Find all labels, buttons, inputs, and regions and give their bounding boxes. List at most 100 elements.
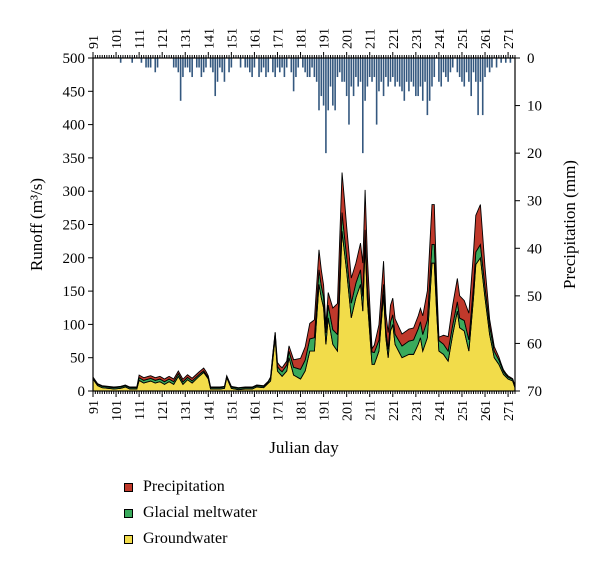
legend-label-precipitation: Precipitation: [143, 478, 225, 495]
precip-bar-day-190: [320, 58, 323, 97]
precip-bar-day-133: [189, 58, 191, 73]
x-tick-label-top: 211: [364, 29, 379, 49]
x-tick-label-bottom: 141: [202, 400, 217, 421]
y-tick-label-left: 350: [63, 151, 86, 167]
precip-bar-day-222: [394, 58, 396, 87]
precip-bar-day-216: [380, 58, 383, 82]
precip-bar-day-118: [154, 58, 157, 73]
x-tick-label-top: 91: [87, 35, 102, 49]
legend-item-groundwater: Groundwater: [124, 526, 257, 552]
precip-bar-day-163: [258, 58, 260, 78]
x-tick-label-top: 181: [295, 28, 310, 49]
precip-bar-day-204: [352, 58, 355, 97]
precip-bar-day-193: [327, 58, 330, 111]
x-tick-label-bottom: 241: [433, 400, 448, 421]
precip-bar-day-260: [481, 58, 484, 116]
precip-bar-day-227: [405, 58, 408, 82]
precip-bar-day-245: [447, 58, 449, 82]
precip-bar-day-183: [304, 58, 306, 73]
x-tick-label-bottom: 91: [87, 400, 102, 414]
x-tick-label-top: 231: [410, 28, 425, 49]
precip-bar-day-150: [228, 58, 230, 73]
precip-bar-day-139: [202, 58, 205, 73]
x-tick-label-top: 101: [110, 28, 125, 49]
precip-bar-day-228: [408, 58, 410, 92]
legend-label-glacial-meltwater: Glacial meltwater: [143, 504, 258, 521]
precip-bar-day-147: [221, 58, 223, 73]
precip-bar-day-224: [398, 58, 401, 87]
precip-bar-day-184: [306, 58, 309, 78]
precip-bar-day-155: [239, 58, 242, 68]
precip-bar-day-195: [332, 58, 334, 106]
precip-bar-day-182: [302, 58, 304, 68]
x-tick-label-top: 261: [479, 28, 494, 49]
precip-bar-day-203: [350, 58, 353, 87]
precip-bar-day-112: [140, 58, 143, 63]
x-tick-label-bottom: 191: [318, 400, 333, 421]
y-tick-label-left: 200: [63, 251, 86, 267]
precip-bar-day-194: [329, 58, 332, 87]
precip-bar-day-258: [477, 58, 479, 116]
precip-bar-day-198: [338, 58, 341, 73]
x-tick-label-bottom: 261: [479, 400, 494, 421]
precip-bar-day-229: [410, 58, 413, 82]
precip-bar-day-247: [451, 58, 454, 68]
y-tick-label-left: 500: [63, 51, 86, 67]
precip-bar-day-270: [504, 58, 507, 63]
precip-bar-day-164: [260, 58, 263, 73]
precip-bar-day-221: [391, 58, 394, 78]
precip-bar-day-239: [433, 58, 436, 78]
precip-bar-day-192: [325, 58, 327, 154]
precip-bar-day-215: [378, 58, 380, 92]
precip-bar-day-142: [209, 58, 212, 68]
precip-bar-day-242: [440, 58, 443, 87]
precip-bar-day-209: [364, 58, 366, 101]
precip-bar-day-173: [281, 58, 283, 68]
precip-bar-day-178: [292, 58, 295, 92]
x-tick-label-bottom: 101: [110, 400, 125, 421]
precip-bar-day-250: [458, 58, 461, 78]
y-tick-label-right: 40: [527, 241, 542, 257]
precip-bar-day-161: [253, 58, 256, 68]
x-tick-label-bottom: 201: [341, 400, 356, 421]
x-tick-label-bottom: 221: [387, 400, 402, 421]
precip-bar-day-225: [401, 58, 403, 92]
y-tick-label-right: 50: [527, 289, 542, 305]
y-axis-label-left: Runoff (m³/s): [27, 178, 46, 271]
x-tick-label-bottom: 231: [410, 400, 425, 421]
y-tick-label-left: 400: [63, 118, 86, 134]
precip-bar-day-132: [186, 58, 189, 68]
y-tick-label-right: 0: [527, 51, 535, 67]
precip-bar-day-238: [431, 58, 433, 87]
precip-bar-day-205: [355, 58, 357, 78]
precip-bar-day-256: [472, 58, 475, 73]
precip-bar-day-208: [362, 58, 364, 154]
y-tick-label-right: 70: [527, 384, 542, 400]
precipitation-bars: [119, 58, 512, 154]
precip-bar-day-202: [348, 58, 350, 125]
x-tick-label-top: 121: [156, 28, 171, 49]
precip-bar-day-138: [200, 58, 203, 78]
precip-bar-day-136: [195, 58, 198, 68]
x-tick-label-bottom: 181: [295, 400, 310, 421]
precip-bar-day-207: [359, 58, 362, 82]
precip-bar-day-172: [278, 58, 281, 73]
precip-bar-day-272: [509, 58, 512, 63]
x-tick-label-top: 221: [387, 28, 402, 49]
precip-bar-day-119: [156, 58, 159, 68]
precip-bar-day-268: [500, 58, 502, 63]
x-tick-label-top: 201: [341, 28, 356, 49]
precip-bar-day-213: [373, 58, 376, 78]
y-tick-label-left: 250: [63, 218, 86, 234]
precip-bar-day-137: [198, 58, 200, 68]
precip-bar-day-261: [484, 58, 486, 78]
y-tick-label-left: 50: [70, 351, 85, 367]
precip-bar-day-116: [149, 58, 152, 68]
precip-bar-day-177: [290, 58, 293, 73]
y-axis-label-right: Precipitation (mm): [560, 160, 579, 289]
precip-bar-day-160: [251, 58, 253, 78]
precip-bar-day-244: [445, 58, 447, 78]
x-tick-label-top: 111: [133, 29, 148, 49]
precip-bar-day-171: [276, 58, 279, 68]
precip-bar-day-196: [334, 58, 336, 111]
